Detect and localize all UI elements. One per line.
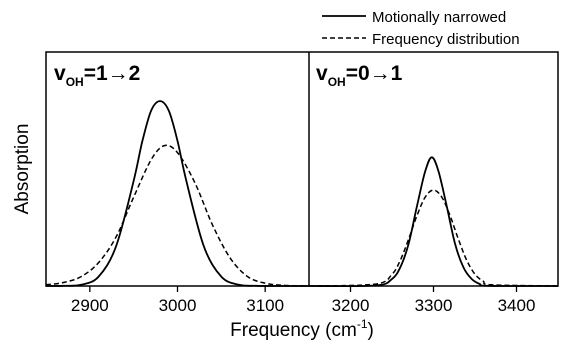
x-tick-label-2900: 2900 <box>71 296 109 315</box>
panel-label-1to2: vOH=1→2 <box>54 62 140 89</box>
plot-frame <box>45 51 559 287</box>
x-axis-ticks: 2900 3000 3100 3200 3300 3400 <box>71 286 535 315</box>
panel-2-frequency-distribution-curve <box>308 189 559 287</box>
x-tick-label-3400: 3400 <box>498 296 536 315</box>
x-axis-title: Frequency (cm-1) <box>230 317 374 341</box>
panel-1-frequency-distribution-curve <box>45 144 310 287</box>
x-tick-label-3000: 3000 <box>159 296 197 315</box>
x-tick-label-3100: 3100 <box>246 296 284 315</box>
legend: Motionally narrowed Frequency distributi… <box>322 9 520 48</box>
panel-1-motionally-narrowed-curve <box>45 100 309 287</box>
panel-2-motionally-narrowed-curve <box>308 156 559 288</box>
legend-label-motionally-narrowed: Motionally narrowed <box>372 9 506 26</box>
x-tick-label-3300: 3300 <box>415 296 453 315</box>
y-axis-title: Absorption <box>12 124 33 215</box>
panel-label-0to1: vOH=0→1 <box>316 62 403 89</box>
curves <box>45 100 559 288</box>
x-tick-label-3200: 3200 <box>332 296 370 315</box>
legend-label-frequency-distribution: Frequency distribution <box>372 31 520 48</box>
